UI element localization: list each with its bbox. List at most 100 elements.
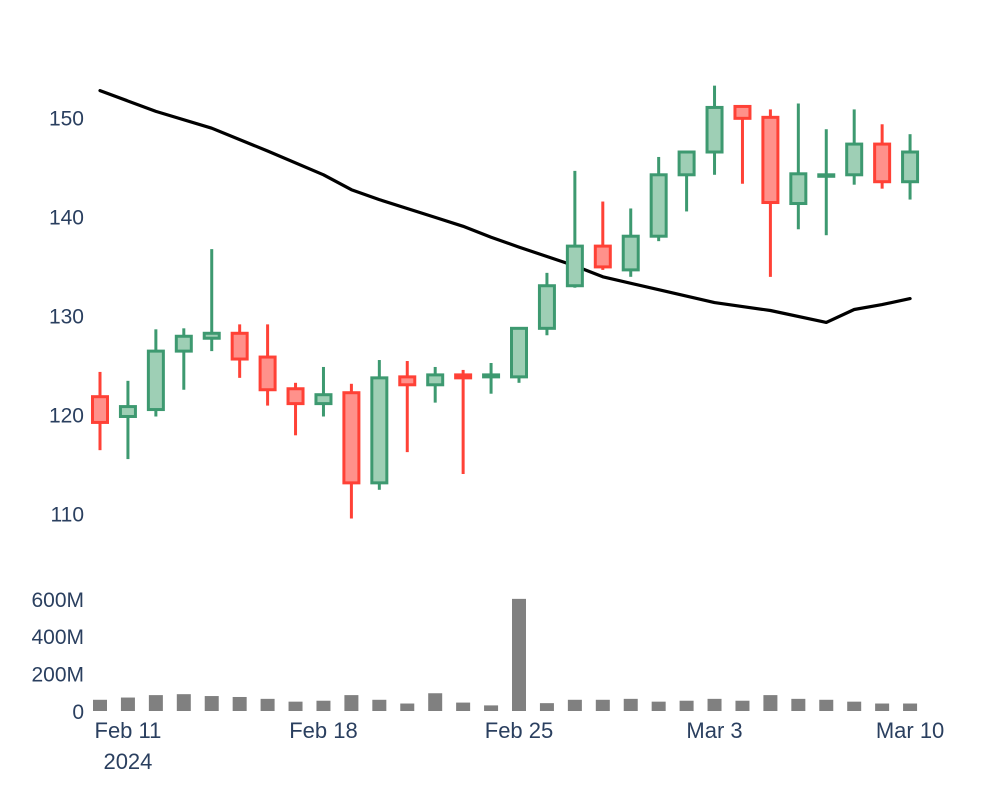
candle-body <box>146 349 165 412</box>
candle-decreasing <box>230 324 249 378</box>
volume-bar <box>456 702 471 711</box>
volume-bar <box>735 700 750 711</box>
volume-bar-series <box>93 598 918 711</box>
candle-decreasing <box>873 124 892 189</box>
volume-y-tick-label: 400M <box>31 626 84 649</box>
candle-increasing <box>118 380 137 460</box>
candle-body <box>649 173 668 238</box>
volume-bar <box>623 698 638 711</box>
candle-decreasing <box>398 361 417 453</box>
candle-body <box>174 334 193 353</box>
price-y-tick-label: 120 <box>49 405 84 428</box>
candle-increasing <box>845 109 864 185</box>
volume-bar <box>400 703 415 711</box>
volume-bar <box>512 598 526 711</box>
candle-increasing <box>370 360 389 490</box>
candle-body <box>230 331 249 361</box>
volume-bar <box>707 698 722 711</box>
candle-decreasing <box>733 104 752 184</box>
candle-body <box>873 142 892 184</box>
volume-bar <box>679 700 694 711</box>
volume-y-axis: 0 200M 400M 600M <box>31 589 84 724</box>
candlestick-series <box>91 85 920 519</box>
volume-bar <box>93 699 107 711</box>
candle-decreasing <box>761 109 780 277</box>
volume-bar <box>176 694 191 711</box>
volume-y-tick-label: 600M <box>31 589 84 612</box>
volume-bar <box>539 703 554 711</box>
volume-y-tick-label: 0 <box>72 701 84 724</box>
volume-bar <box>204 696 219 711</box>
candle-increasing <box>426 366 445 403</box>
candle-increasing <box>174 328 193 390</box>
volume-bar <box>372 699 387 711</box>
volume-bar <box>428 693 443 711</box>
volume-bar <box>875 703 890 711</box>
price-y-axis: 110 120 130 140 150 <box>49 107 84 526</box>
candle-increasing <box>621 208 640 277</box>
x-tick-label: Mar 3 <box>686 718 742 743</box>
candle-body <box>426 373 445 387</box>
volume-bar <box>791 698 806 711</box>
price-y-tick-label: 110 <box>51 504 84 527</box>
x-axis: Feb 11 2024 Feb 18 Feb 25 Mar 3 Mar 10 <box>95 718 945 774</box>
volume-bar <box>819 699 834 711</box>
candle-decreasing <box>286 382 305 436</box>
candle-decreasing <box>454 369 473 474</box>
volume-bar <box>288 701 303 711</box>
candle-body <box>705 105 724 154</box>
candle-decreasing <box>91 371 109 451</box>
candle-increasing <box>901 134 920 200</box>
candle-body <box>817 173 836 178</box>
volume-bar <box>847 701 862 711</box>
candle-body <box>314 393 333 406</box>
volume-bar <box>903 703 918 711</box>
candle-body <box>398 375 417 387</box>
candle-body <box>91 395 109 424</box>
candle-body <box>677 150 696 177</box>
volume-bar <box>484 705 499 711</box>
volume-y-tick-label: 200M <box>31 664 84 687</box>
candle-decreasing <box>258 324 277 406</box>
candle-body <box>342 391 361 485</box>
volume-bar <box>316 700 331 711</box>
volume-bar <box>232 696 247 711</box>
candle-body <box>370 376 389 485</box>
candle-increasing <box>482 363 501 394</box>
price-y-tick-label: 140 <box>49 206 84 229</box>
candle-body <box>258 355 277 392</box>
candle-body <box>454 373 473 380</box>
x-tick-label: Mar 10 <box>876 718 944 743</box>
volume-bar <box>120 697 135 711</box>
volume-bar <box>763 695 778 711</box>
volume-bar <box>260 698 275 711</box>
moving-average-line <box>98 88 912 324</box>
x-tick-label: Feb 11 <box>95 718 162 743</box>
candle-body <box>593 244 612 269</box>
candle-increasing <box>789 103 808 230</box>
candle-body <box>286 387 305 406</box>
candle-increasing <box>649 156 668 242</box>
candle-body <box>761 115 780 205</box>
x-tick-year-label: 2024 <box>103 749 152 774</box>
candle-decreasing <box>342 383 361 519</box>
candle-increasing <box>537 272 556 336</box>
volume-bar <box>567 699 582 711</box>
volume-bar <box>595 699 610 711</box>
volume-bar <box>148 695 163 711</box>
x-tick-label: Feb 25 <box>485 718 554 743</box>
candle-increasing <box>202 249 221 352</box>
volume-bar <box>344 695 359 711</box>
candle-body <box>510 326 528 379</box>
price-y-tick-label: 130 <box>49 305 84 328</box>
candle-body <box>537 284 556 330</box>
candle-body <box>789 172 808 206</box>
x-tick-label: Feb 18 <box>289 718 358 743</box>
candle-increasing <box>314 366 333 417</box>
candle-body <box>621 234 640 272</box>
candle-increasing <box>817 129 836 236</box>
candle-body <box>118 405 137 418</box>
candle-body <box>482 373 501 379</box>
